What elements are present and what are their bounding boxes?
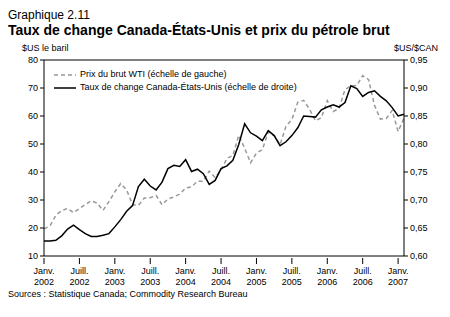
svg-text:Juill.: Juill. [70, 266, 88, 276]
svg-text:40: 40 [28, 167, 38, 177]
svg-text:2007: 2007 [388, 277, 408, 286]
svg-text:Juill.: Juill. [212, 266, 230, 276]
svg-text:Juill.: Juill. [354, 266, 372, 276]
svg-text:2005: 2005 [282, 277, 302, 286]
svg-text:0,65: 0,65 [410, 223, 428, 233]
svg-text:30: 30 [28, 195, 38, 205]
svg-text:0,75: 0,75 [410, 167, 428, 177]
html-text:$US/$CAN: $US/$CAN [394, 43, 438, 53]
svg-text:2005: 2005 [246, 277, 266, 286]
svg-text:Janv.: Janv. [246, 266, 267, 276]
svg-text:0,70: 0,70 [410, 195, 428, 205]
html-text:Prix du brut WTI (échelle de g: Prix du brut WTI (échelle de gauche) [80, 69, 227, 79]
svg-text:80: 80 [28, 55, 38, 65]
html-text:Taux de change Canada-États-Un: Taux de change Canada-États-Unis (échell… [80, 82, 297, 92]
svg-text:0,95: 0,95 [410, 55, 428, 65]
svg-text:0,80: 0,80 [410, 139, 428, 149]
svg-text:Juill.: Juill. [283, 266, 301, 276]
svg-text:Juill.: Juill. [141, 266, 159, 276]
html-text:Graphique 2.11: Graphique 2.11 [8, 8, 90, 22]
html-text:Sources : Statistique Canada;: Sources : Statistique Canada; Commodity … [8, 289, 248, 299]
svg-text:Janv.: Janv. [175, 266, 196, 276]
svg-text:2002: 2002 [34, 277, 54, 286]
svg-text:70: 70 [28, 83, 38, 93]
svg-text:Janv.: Janv. [34, 266, 55, 276]
svg-text:20: 20 [28, 223, 38, 233]
svg-text:Janv.: Janv. [317, 266, 338, 276]
svg-text:0,60: 0,60 [410, 251, 428, 261]
html-text:Taux de change Canada-États-Un: Taux de change Canada-États-Unis et prix… [8, 22, 390, 38]
svg-text:50: 50 [28, 139, 38, 149]
svg-text:2006: 2006 [353, 277, 373, 286]
svg-text:2003: 2003 [140, 277, 160, 286]
svg-text:60: 60 [28, 111, 38, 121]
html-text:$US le baril: $US le baril [22, 43, 69, 53]
svg-text:Janv.: Janv. [388, 266, 409, 276]
svg-text:2003: 2003 [105, 277, 125, 286]
svg-text:2004: 2004 [176, 277, 196, 286]
svg-text:2004: 2004 [211, 277, 231, 286]
svg-text:2006: 2006 [317, 277, 337, 286]
svg-text:Janv.: Janv. [104, 266, 125, 276]
svg-text:0,85: 0,85 [410, 111, 428, 121]
svg-text:2002: 2002 [69, 277, 89, 286]
svg-text:0,90: 0,90 [410, 83, 428, 93]
svg-text:10: 10 [28, 251, 38, 261]
